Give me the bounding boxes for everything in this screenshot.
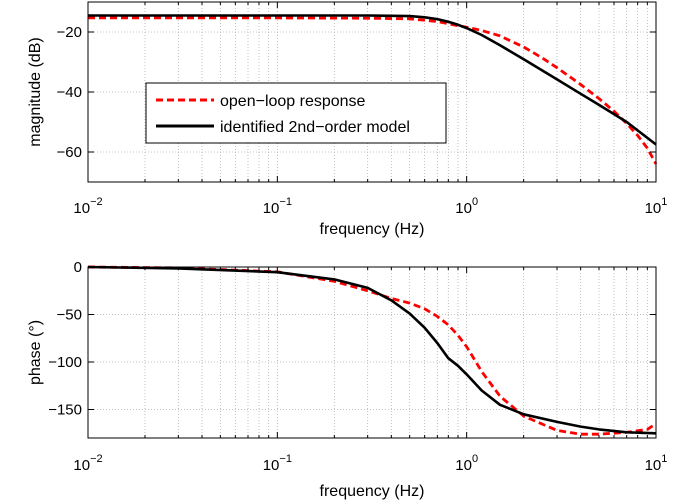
phase-plot-area xyxy=(88,267,656,438)
x-tick-label: 10−2 xyxy=(73,196,102,217)
y-tick-label: 0 xyxy=(74,259,82,276)
legend-label-open-loop: open−loop response xyxy=(220,93,366,110)
y-tick-label: −20 xyxy=(57,24,82,41)
x-tick-label: 101 xyxy=(645,453,668,474)
x-tick-exponent: −1 xyxy=(279,196,292,208)
y-axis-label: magnitude (dB) xyxy=(27,37,44,146)
x-tick-label: 10−2 xyxy=(73,453,102,474)
x-tick-label: 101 xyxy=(645,196,668,217)
y-tick-label: −100 xyxy=(48,354,82,371)
x-tick-exponent: −2 xyxy=(90,196,103,208)
x-tick-exponent: −2 xyxy=(90,453,103,465)
y-tick-label: −60 xyxy=(57,144,82,161)
x-axis-label: frequency (Hz) xyxy=(320,221,425,238)
y-axis-label: phase (°) xyxy=(27,320,44,385)
x-tick-exponent: 1 xyxy=(661,453,667,465)
x-tick-base: 10 xyxy=(263,200,280,217)
x-tick-label: 10−1 xyxy=(263,453,292,474)
x-tick-exponent: 0 xyxy=(472,453,478,465)
x-tick-exponent: 0 xyxy=(472,196,478,208)
open-loop-response-line xyxy=(87,265,657,436)
legend: open−loop response identified 2nd−order m… xyxy=(145,82,447,144)
x-tick-base: 10 xyxy=(263,457,280,474)
x-tick-base: 10 xyxy=(645,457,662,474)
legend-label-model: identified 2nd−order model xyxy=(220,119,410,136)
y-tick-label: −150 xyxy=(48,402,82,419)
x-tick-base: 10 xyxy=(645,200,662,217)
x-tick-label: 100 xyxy=(455,453,478,474)
legend-box xyxy=(145,82,447,144)
x-tick-base: 10 xyxy=(455,457,472,474)
x-tick-base: 10 xyxy=(73,457,90,474)
phase-axes-box xyxy=(87,266,657,439)
x-tick-label: 10−1 xyxy=(263,196,292,217)
x-tick-label: 100 xyxy=(455,196,478,217)
x-tick-exponent: 1 xyxy=(661,196,667,208)
x-tick-base: 10 xyxy=(73,200,90,217)
y-tick-label: −40 xyxy=(57,84,82,101)
x-tick-base: 10 xyxy=(455,200,472,217)
identified-model-line xyxy=(88,14,657,146)
y-tick-label: −50 xyxy=(57,307,82,324)
x-tick-exponent: −1 xyxy=(279,453,292,465)
identified-model-line xyxy=(87,265,657,435)
x-axis-label: frequency (Hz) xyxy=(320,483,425,500)
